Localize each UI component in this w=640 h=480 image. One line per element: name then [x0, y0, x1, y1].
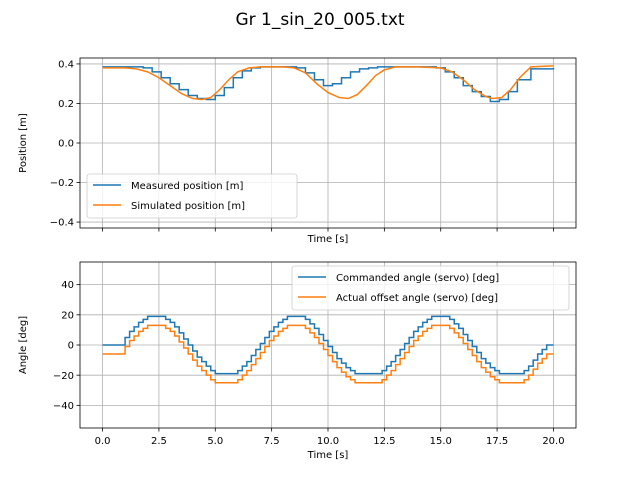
- position-legend: Measured position [m] Simulated position …: [86, 173, 298, 219]
- angle-series-line-0: [102, 315, 554, 375]
- angle-y-tick-label-0: −40: [53, 401, 74, 412]
- position-y-axis-label: Position [m]: [18, 113, 29, 173]
- angle-x-tick-label-4: 10.0: [317, 436, 339, 447]
- angle-y-axis-label: Angle [deg]: [18, 316, 29, 374]
- position-y-tick-label-4: 0.4: [58, 60, 74, 71]
- angle-y-tick-label-4: 40: [61, 280, 74, 291]
- angle-subplot: 0.0 2.5 5.0 7.5 10.0 12.5 15.0 17.5 20.0 −40 −20 0 2…: [18, 261, 577, 461]
- position-series-line-0: [102, 66, 555, 103]
- angle-x-tick-label-5: 12.5: [373, 436, 395, 447]
- position-legend-label-1: Simulated position [m]: [131, 201, 245, 212]
- angle-series-line-1: [102, 324, 554, 384]
- angle-y-tick-label-2: 0: [68, 341, 74, 352]
- position-subplot: −0.4 −0.2 0.0 0.2 0.4 Time [s] Position [m] Mea…: [18, 57, 577, 245]
- angle-x-tick-label-7: 17.5: [486, 436, 508, 447]
- position-y-tick-label-3: 0.2: [58, 99, 74, 110]
- angle-legend-box: [291, 265, 570, 311]
- angle-x-tick-label-8: 20.0: [542, 436, 564, 447]
- angle-y-tick-label-3: 20: [61, 310, 74, 321]
- angle-legend-label-0: Commanded angle (servo) [deg]: [336, 273, 499, 284]
- position-legend-label-0: Measured position [m]: [131, 181, 243, 192]
- position-legend-box: [86, 173, 298, 219]
- angle-legend-label-1: Actual offset angle (servo) [deg]: [336, 293, 498, 304]
- angle-x-tick-label-2: 5.0: [207, 436, 223, 447]
- position-y-tick-label-0: −0.4: [50, 218, 74, 229]
- angle-x-tick-label-1: 2.5: [151, 436, 167, 447]
- angle-x-tick-label-0: 0.0: [95, 436, 111, 447]
- position-series-line-1: [102, 65, 554, 101]
- position-y-tick-label-1: −0.2: [50, 178, 74, 189]
- position-y-tick-label-2: 0.0: [58, 139, 74, 150]
- figure-title: Gr 1_sin_20_005.txt: [235, 10, 404, 30]
- angle-legend: Commanded angle (servo) [deg] Actual offs…: [291, 265, 570, 311]
- position-x-axis-label: Time [s]: [307, 234, 349, 245]
- angle-x-tick-label-6: 15.0: [430, 436, 452, 447]
- angle-x-axis-label: Time [s]: [307, 450, 349, 461]
- angle-y-tick-label-1: −20: [53, 371, 74, 382]
- angle-x-tick-label-3: 7.5: [264, 436, 280, 447]
